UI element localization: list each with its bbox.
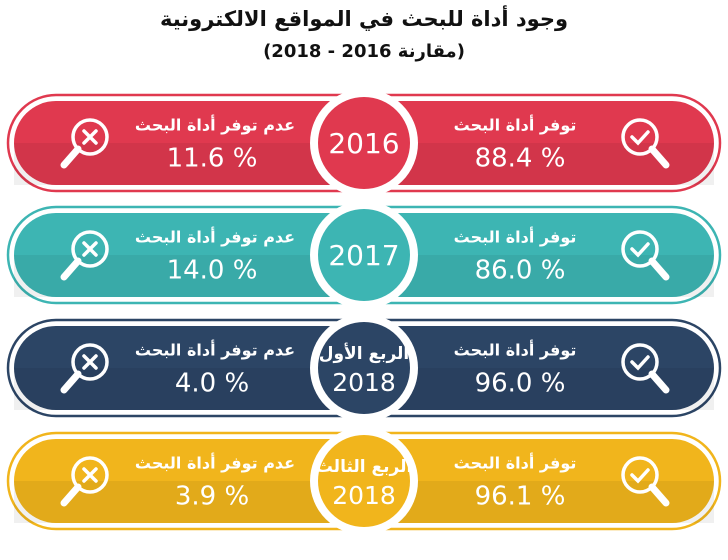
center-disc bbox=[318, 322, 410, 414]
available-value: 96.1 % bbox=[475, 482, 566, 512]
year-label: 2017 bbox=[328, 239, 399, 272]
unavailable-label: عدم توفر أداة البحث bbox=[135, 453, 295, 473]
check-mark bbox=[630, 242, 650, 258]
handle bbox=[60, 257, 82, 281]
unavailable-value: 3.9 % bbox=[175, 482, 249, 512]
period-label: الربع الأول bbox=[319, 343, 410, 364]
center-disc bbox=[318, 209, 410, 301]
cross-mark bbox=[82, 354, 98, 370]
check-icon bbox=[621, 343, 670, 394]
row: الربع الأول 2018 توفر أداة البحث 96.0 % عدم … bbox=[6, 314, 722, 422]
title: وجود أداة للبحث في المواقع الالكترونية bbox=[160, 4, 568, 31]
year-label: 2016 bbox=[328, 127, 399, 160]
available-value: 88.4 % bbox=[475, 144, 566, 174]
year-label: 2018 bbox=[332, 481, 396, 510]
cross-icon bbox=[60, 456, 109, 507]
unavailable-value: 4.0 % bbox=[175, 369, 249, 399]
available-value: 86.0 % bbox=[475, 256, 566, 286]
lens bbox=[621, 230, 659, 268]
check-icon bbox=[621, 118, 670, 169]
lens bbox=[71, 230, 109, 268]
unavailable-value: 11.6 % bbox=[167, 144, 258, 174]
check-icon bbox=[621, 456, 670, 507]
row: 2017 توفر أداة البحث 86.0 % عدم توفر أداة ا… bbox=[6, 201, 722, 309]
unavailable-label: عدم توفر أداة البحث bbox=[135, 115, 295, 135]
handle bbox=[60, 370, 82, 394]
handle bbox=[648, 370, 670, 394]
period-label: الربع الثالث bbox=[316, 457, 413, 477]
lens bbox=[621, 456, 659, 494]
unavailable-label: عدم توفر أداة البحث bbox=[135, 227, 295, 247]
check-icon bbox=[621, 230, 670, 281]
handle bbox=[648, 145, 670, 169]
cross-mark bbox=[82, 467, 98, 483]
unavailable-label: عدم توفر أداة البحث bbox=[135, 340, 295, 360]
available-label: توفر أداة البحث bbox=[454, 340, 577, 360]
check-mark bbox=[630, 355, 650, 371]
lens bbox=[621, 118, 659, 156]
available-value: 96.0 % bbox=[475, 369, 566, 399]
available-label: توفر أداة البحث bbox=[454, 115, 577, 135]
lens bbox=[71, 343, 109, 381]
row: 2016 توفر أداة البحث 88.4 % عدم توفر أداة ا… bbox=[6, 89, 722, 197]
center-disc bbox=[318, 97, 410, 189]
check-mark bbox=[630, 468, 650, 484]
handle bbox=[60, 483, 82, 507]
lens bbox=[71, 456, 109, 494]
available-label: توفر أداة البحث bbox=[454, 227, 577, 247]
handle bbox=[648, 257, 670, 281]
handle bbox=[60, 145, 82, 169]
lens bbox=[71, 118, 109, 156]
available-label: توفر أداة البحث bbox=[454, 453, 577, 473]
subtitle: (مقارنة 2016 - 2018) bbox=[263, 41, 465, 62]
cross-mark bbox=[82, 241, 98, 257]
year-label: 2018 bbox=[332, 368, 396, 397]
cross-icon bbox=[60, 118, 109, 169]
cross-icon bbox=[60, 230, 109, 281]
check-mark bbox=[630, 130, 650, 146]
center-disc bbox=[318, 435, 410, 527]
cross-icon bbox=[60, 343, 109, 394]
row: الربع الثالث 2018 توفر أداة البحث 96.1 % عدم… bbox=[6, 427, 722, 535]
handle bbox=[648, 483, 670, 507]
lens bbox=[621, 343, 659, 381]
cross-mark bbox=[82, 129, 98, 145]
unavailable-value: 14.0 % bbox=[167, 256, 258, 286]
